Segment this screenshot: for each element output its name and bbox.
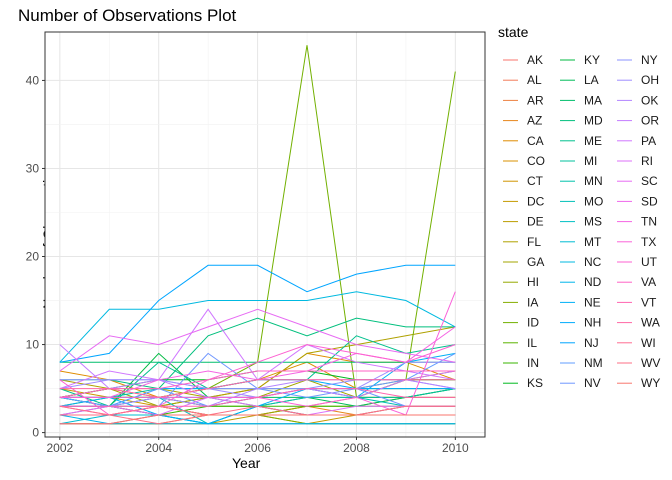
legend-label-sd: SD xyxy=(641,194,658,208)
legend-label-ny: NY xyxy=(641,53,658,67)
legend-label-wv: WV xyxy=(641,356,660,370)
legend-label-mo: MO xyxy=(584,194,603,208)
legend-label-ky: KY xyxy=(584,53,600,67)
legend-label-dc: DC xyxy=(527,194,545,208)
legend-label-ak: AK xyxy=(527,53,543,67)
series-line-sc xyxy=(59,308,456,372)
legend-label-fl: FL xyxy=(527,235,541,249)
legend-label-wi: WI xyxy=(641,336,656,350)
legend-label-sc: SC xyxy=(641,174,658,188)
legend-label-va: VA xyxy=(641,275,656,289)
series-line-nj xyxy=(59,264,456,363)
legend-label-il: IL xyxy=(527,336,537,350)
legend-label-ut: UT xyxy=(641,255,658,269)
legend: AK AL AR AZ CA CO CT DC DE FL GA HI IA ID IL IN KS KY LA MA… xyxy=(503,53,660,390)
legend-label-mt: MT xyxy=(584,235,602,249)
legend-label-nm: NM xyxy=(584,356,603,370)
series-line-va xyxy=(59,370,456,398)
x-tick-label: 2008 xyxy=(343,441,370,455)
series-line-wa xyxy=(59,379,456,398)
series-line-nc xyxy=(59,291,456,363)
legend-label-me: ME xyxy=(584,134,602,148)
legend-label-oh: OH xyxy=(641,73,659,87)
legend-label-nc: NC xyxy=(584,255,602,269)
legend-label-wa: WA xyxy=(641,316,660,330)
legend-label-vt: VT xyxy=(641,295,657,309)
series-line-wv xyxy=(59,405,456,425)
series-line-vt xyxy=(59,388,456,407)
legend-label-nh: NH xyxy=(584,316,601,330)
legend-label-md: MD xyxy=(584,114,603,128)
x-axis-title: Year xyxy=(232,455,261,471)
legend-label-nv: NV xyxy=(584,376,601,390)
legend-label-az: AZ xyxy=(527,114,542,128)
legend-label-de: DE xyxy=(527,215,544,229)
legend-label-al: AL xyxy=(527,73,542,87)
legend-label-ia: IA xyxy=(527,295,538,309)
series-line-md xyxy=(59,317,456,390)
legend-label-ne: NE xyxy=(584,295,601,309)
legend-label-or: OR xyxy=(641,114,659,128)
legend-label-ri: RI xyxy=(641,154,653,168)
chart-title: Number of Observations Plot xyxy=(18,6,237,25)
legend-label-la: LA xyxy=(584,73,599,87)
legend-label-ca: CA xyxy=(527,134,544,148)
x-tick-label: 2002 xyxy=(46,441,73,455)
ticks-layer: 2002 2004 2006 2008 2010 0 10 20 30 40 xyxy=(26,73,469,455)
x-tick-label: 2004 xyxy=(145,441,172,455)
series-line-wy xyxy=(59,414,456,425)
legend-label-ma: MA xyxy=(584,93,602,107)
legend-label-mn: MN xyxy=(584,174,603,188)
series-layer xyxy=(59,45,456,425)
legend-label-hi: HI xyxy=(527,275,539,289)
legend-label-ks: KS xyxy=(527,376,543,390)
y-tick-label: 40 xyxy=(26,73,40,87)
legend-label-nj: NJ xyxy=(584,336,599,350)
y-tick-label: 20 xyxy=(26,250,40,264)
series-line-nd xyxy=(59,414,456,425)
legend-label-ok: OK xyxy=(641,93,658,107)
legend-label-wy: WY xyxy=(641,376,660,390)
legend-label-tn: TN xyxy=(641,215,657,229)
plot-panel xyxy=(45,32,485,437)
legend-label-ar: AR xyxy=(527,93,544,107)
legend-label-ms: MS xyxy=(584,215,602,229)
legend-label-pa: PA xyxy=(641,134,656,148)
y-tick-label: 0 xyxy=(32,426,39,440)
y-tick-label: 30 xyxy=(26,161,40,175)
legend-title: state xyxy=(498,24,529,40)
x-tick-label: 2010 xyxy=(442,441,469,455)
legend-label-co: CO xyxy=(527,154,545,168)
y-tick-label: 10 xyxy=(26,338,40,352)
x-tick-label: 2006 xyxy=(244,441,271,455)
legend-label-nd: ND xyxy=(584,275,602,289)
legend-label-tx: TX xyxy=(641,235,656,249)
legend-label-ct: CT xyxy=(527,174,544,188)
plot-border xyxy=(44,31,486,438)
legend-label-mi: MI xyxy=(584,154,597,168)
legend-label-in: IN xyxy=(527,356,539,370)
legend-label-id: ID xyxy=(527,316,539,330)
legend-label-ga: GA xyxy=(527,255,544,269)
